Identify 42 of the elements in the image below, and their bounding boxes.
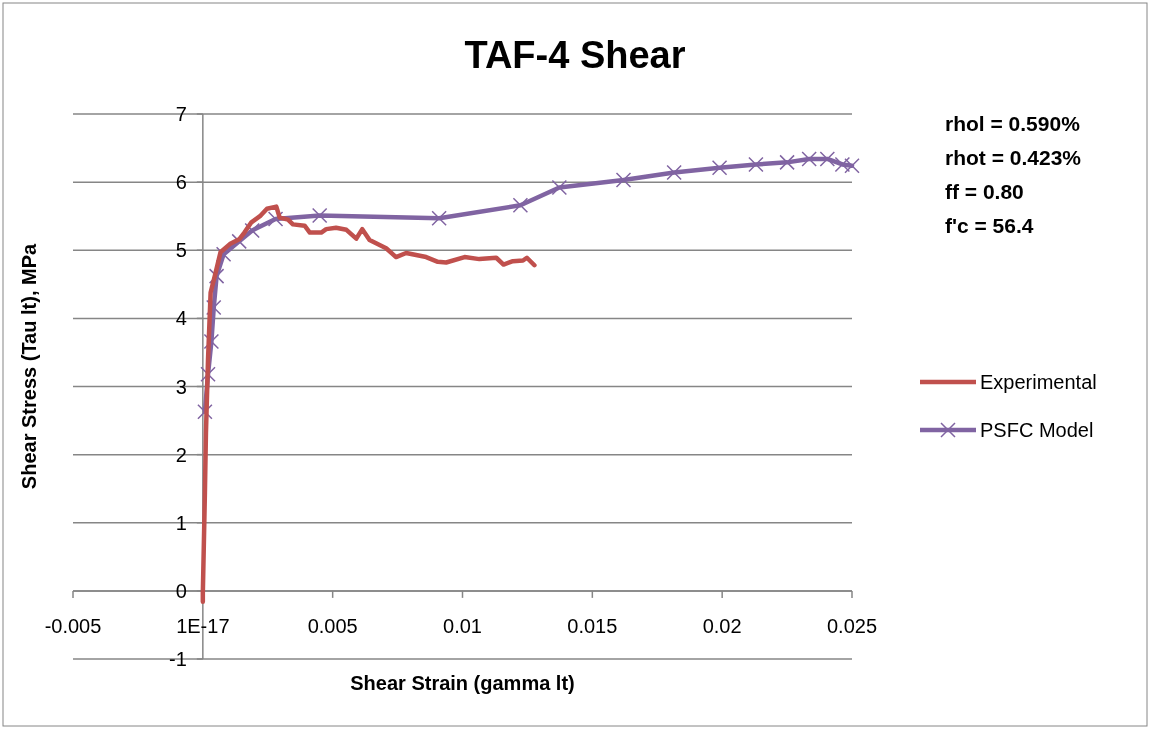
y-tick-label: 1 (175, 511, 187, 534)
line-series (200, 204, 537, 605)
text: rhol = 0.590% (945, 112, 1081, 135)
text: ff = 0.80 (945, 180, 1024, 203)
point (844, 158, 860, 174)
x-axis-title: Shear Strain (gamma lt) (350, 672, 575, 694)
text: f'c = 56.4 (945, 214, 1034, 237)
point (615, 172, 632, 188)
y-tick-label: 2 (175, 443, 187, 466)
chart-title: TAF-4 Shear (464, 34, 686, 76)
y-tick-label: 6 (175, 171, 187, 194)
point (666, 164, 682, 181)
point (711, 160, 728, 176)
legend-label: PSFC Model (980, 419, 1094, 441)
x-tick-label: 0.005 (307, 614, 358, 637)
y-tick-label: 3 (175, 375, 187, 398)
y-axis-title: Shear Stress (Tau lt), MPa (18, 243, 40, 490)
legend-label: Experimental (980, 371, 1097, 393)
point (244, 222, 260, 239)
y-tick-label: 5 (175, 239, 187, 262)
point (431, 210, 447, 226)
x-tick-label: -0.005 (44, 614, 102, 637)
x-tick-label: 1E-17 (176, 614, 230, 637)
point (208, 268, 225, 284)
y-tick-label: 0 (175, 579, 187, 602)
point (267, 211, 284, 227)
x-tick-label: 0.025 (826, 614, 878, 637)
point (748, 156, 764, 173)
y-tick-label: 7 (175, 103, 187, 125)
point (779, 154, 795, 171)
point (512, 197, 529, 214)
x-tick-label: 0.01 (443, 614, 482, 637)
x-tick-label: 0.02 (702, 614, 742, 637)
text: rhot = 0.423% (945, 146, 1082, 169)
point (551, 179, 568, 196)
point (834, 156, 851, 173)
point (311, 207, 328, 224)
point (819, 151, 836, 167)
y-tick-label: -1 (169, 648, 187, 670)
y-tick-label: 4 (175, 307, 187, 330)
point (801, 151, 817, 167)
x-tick-label: 0.015 (567, 614, 618, 637)
